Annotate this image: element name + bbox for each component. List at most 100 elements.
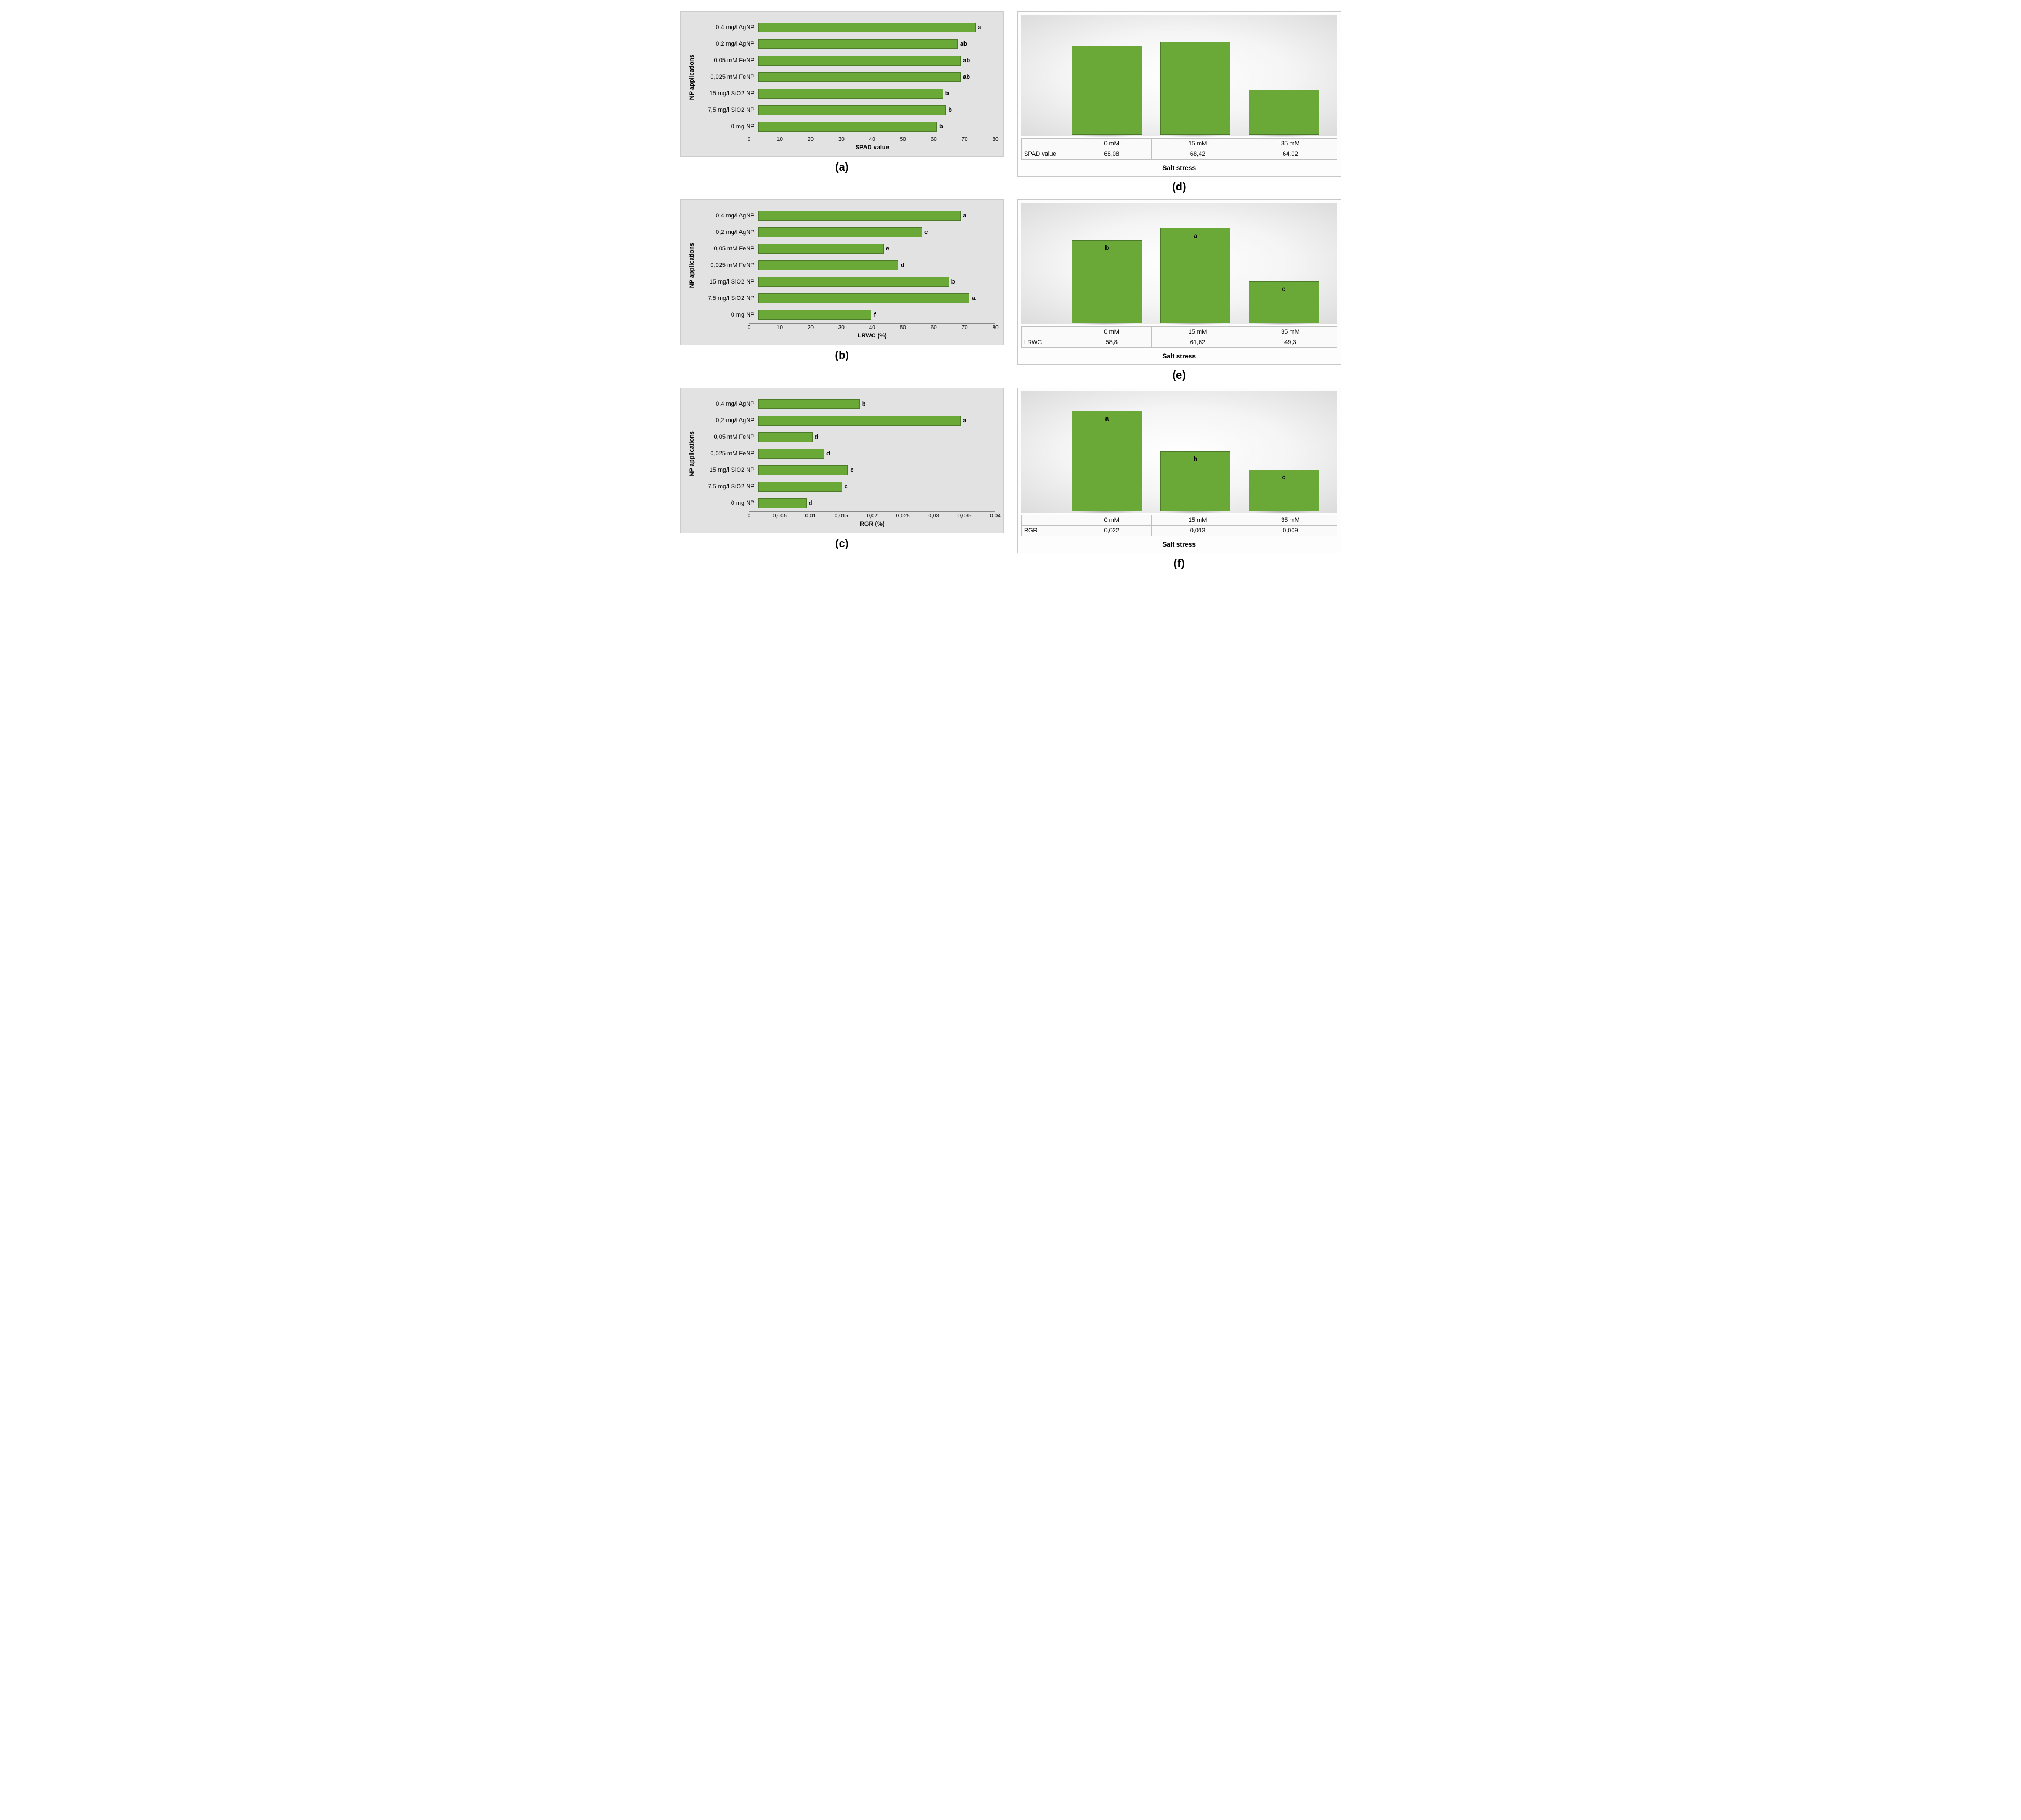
panel-label: (e)	[1173, 369, 1186, 382]
hbar-annotation: f	[870, 312, 876, 318]
hbar-bar	[758, 432, 813, 442]
hbar-bar	[758, 105, 946, 115]
hbar-annotation: ab	[960, 57, 970, 64]
panel-label: (c)	[835, 538, 848, 551]
hbar-annotation: d	[823, 450, 830, 457]
vbar-bar	[1249, 90, 1319, 135]
table-value: 49,3	[1244, 337, 1337, 348]
hbar-row: 0,2 mg/l AgNPa	[695, 416, 996, 426]
vbar-annotation: a	[1161, 232, 1230, 239]
table-row-label: RGR	[1022, 526, 1072, 536]
table-corner	[1022, 515, 1072, 526]
x-tick: 70	[962, 324, 968, 331]
hbar-category-label: 0.4 mg/l AgNP	[695, 401, 758, 407]
panel-panelA: NP applications0.4 mg/l AgNPa0,2 mg/l Ag…	[680, 11, 1004, 194]
hbar-bar	[758, 227, 923, 237]
vbar-bar	[1160, 42, 1230, 135]
vbar-bar: a	[1072, 411, 1142, 512]
hbar-bar	[758, 482, 842, 492]
hbar-annotation: a	[960, 212, 966, 219]
vbar-annotation: b	[1161, 455, 1230, 463]
table-category: 15 mM	[1151, 327, 1244, 337]
table-corner	[1022, 139, 1072, 149]
x-axis-label: RGR (%)	[749, 521, 996, 527]
hbar-row: 0.4 mg/l AgNPa	[695, 23, 996, 32]
hbar-panel: NP applications0.4 mg/l AgNPb0,2 mg/l Ag…	[680, 388, 1004, 533]
hbar-bar	[758, 56, 961, 66]
table-category: 35 mM	[1244, 327, 1337, 337]
hbar-category-label: 0,05 mM FeNP	[695, 246, 758, 252]
hbar-bar	[758, 39, 958, 49]
x-tick: 0	[748, 135, 751, 143]
vbar-annotation: a	[1072, 415, 1142, 422]
hbar-row: 7,5 mg/l SiO2 NPb	[695, 105, 996, 115]
vbar-panel: 0 mM15 mM35 mMSPAD value68,0868,4264,02S…	[1017, 11, 1341, 177]
hbar-row: 0,025 mM FeNPd	[695, 260, 996, 270]
panel-panelC: NP applications0.4 mg/l AgNPb0,2 mg/l Ag…	[680, 388, 1004, 570]
hbar-annotation: ab	[960, 74, 970, 80]
table-value: 64,02	[1244, 149, 1337, 160]
vbar-column	[1072, 15, 1141, 136]
hbar-category-label: 0 mg NP	[695, 500, 758, 506]
table-category: 0 mM	[1072, 515, 1151, 526]
vbar-column: b	[1160, 391, 1229, 513]
vbar-column	[1249, 15, 1318, 136]
vbar-annotation: c	[1249, 473, 1319, 481]
table-row-label: SPAD value	[1022, 149, 1072, 160]
hbar-row: 15 mg/l SiO2 NPb	[695, 89, 996, 99]
x-tick: 80	[992, 324, 998, 331]
hbar-annotation: d	[805, 500, 813, 506]
hbar-annotation: c	[847, 467, 853, 473]
hbar-category-label: 0.4 mg/l AgNP	[695, 212, 758, 219]
table-category: 0 mM	[1072, 327, 1151, 337]
hbar-bar	[758, 293, 970, 303]
table-value: 0,009	[1244, 526, 1337, 536]
panel-panelF: a b c 0 mM15 mM35 mMRGR0,0220,0130,009 Salt …	[1017, 388, 1341, 570]
hbar-bar	[758, 277, 949, 287]
x-tick: 0,02	[867, 512, 878, 519]
x-tick: 20	[808, 135, 814, 143]
hbar-category-label: 0,025 mM FeNP	[695, 450, 758, 457]
vbar-data-table: 0 mM15 mM35 mMRGR0,0220,0130,009	[1021, 515, 1337, 536]
x-axis: 00,0050,010,0150,020,0250,030,0350,04	[749, 511, 996, 520]
hbar-category-label: 0,2 mg/l AgNP	[695, 417, 758, 424]
hbar-category-label: 0.4 mg/l AgNP	[695, 24, 758, 31]
hbar-annotation: b	[948, 279, 955, 285]
hbar-category-label: 15 mg/l SiO2 NP	[695, 467, 758, 473]
hbar-row: 15 mg/l SiO2 NPb	[695, 277, 996, 287]
hbar-row: 0,05 mM FeNP e	[695, 244, 996, 254]
hbar-annotation: c	[841, 483, 848, 490]
hbar-row: 15 mg/l SiO2 NP c	[695, 465, 996, 475]
hbar-annotation: a	[968, 295, 975, 302]
table-value: 61,62	[1151, 337, 1244, 348]
vbar-bar: a	[1160, 228, 1230, 323]
hbar-category-label: 0 mg NP	[695, 312, 758, 318]
table-row-label: LRWC	[1022, 337, 1072, 348]
vbar-bar: b	[1072, 240, 1142, 323]
x-tick: 60	[931, 135, 937, 143]
x-tick: 70	[962, 135, 968, 143]
hbar-bar	[758, 211, 961, 221]
vbar-bar	[1072, 46, 1142, 135]
x-tick: 40	[869, 135, 875, 143]
x-axis-label: Salt stress	[1019, 538, 1339, 552]
hbar-category-label: 0,05 mM FeNP	[695, 434, 758, 440]
vbar-plot-area: a b c	[1021, 391, 1337, 513]
hbar-annotation: e	[883, 246, 889, 252]
table-value: 58,8	[1072, 337, 1151, 348]
y-axis-label: NP applications	[687, 431, 695, 476]
hbar-row: 0 mg NP f	[695, 310, 996, 320]
hbar-annotation: ab	[957, 41, 967, 47]
vbar-plot-area: bac	[1021, 203, 1337, 324]
hbar-row: 0 mg NP d	[695, 498, 996, 508]
hbar-row: 0,2 mg/l AgNPc	[695, 227, 996, 237]
panel-panelD: 0 mM15 mM35 mMSPAD value68,0868,4264,02S…	[1017, 11, 1341, 194]
x-tick: 0,04	[990, 512, 1000, 519]
vbar-annotation: b	[1072, 244, 1142, 252]
y-axis-label: NP applications	[687, 55, 695, 100]
vbar-column: b	[1072, 203, 1141, 324]
vbar-panel: bac0 mM15 mM35 mMLRWC58,861,6249,3Salt s…	[1017, 199, 1341, 365]
hbar-bar	[758, 23, 976, 32]
hbar-bar	[758, 416, 961, 426]
hbar-row: 0,025 mM FeNP d	[695, 449, 996, 459]
